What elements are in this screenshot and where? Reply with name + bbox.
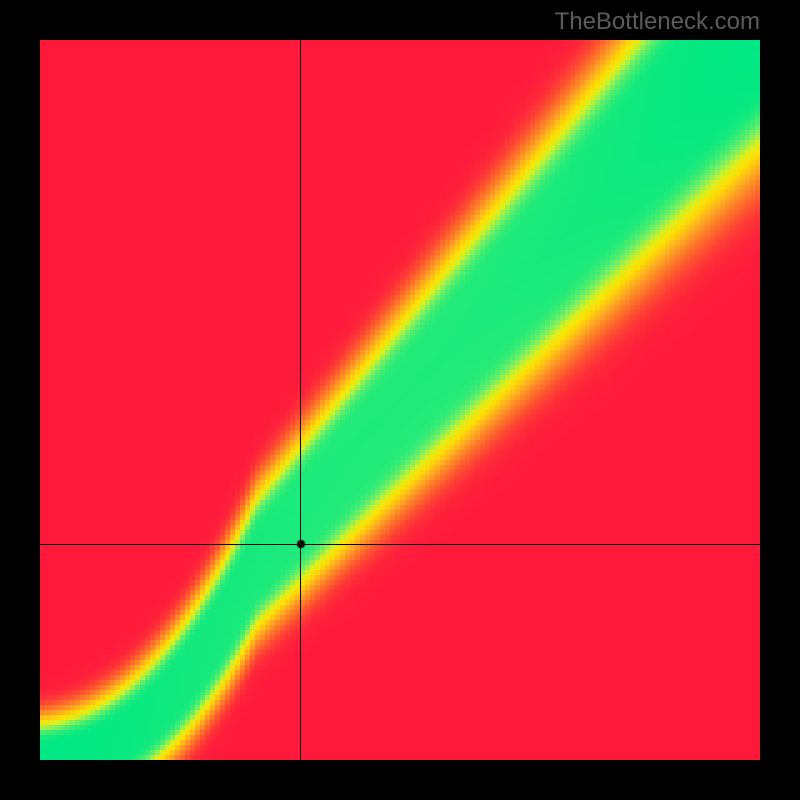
bottleneck-heatmap: [40, 40, 760, 760]
crosshair-vertical: [300, 40, 301, 760]
stage: TheBottleneck.com: [0, 0, 800, 800]
crosshair-horizontal: [40, 544, 760, 545]
watermark-text: TheBottleneck.com: [555, 8, 760, 36]
